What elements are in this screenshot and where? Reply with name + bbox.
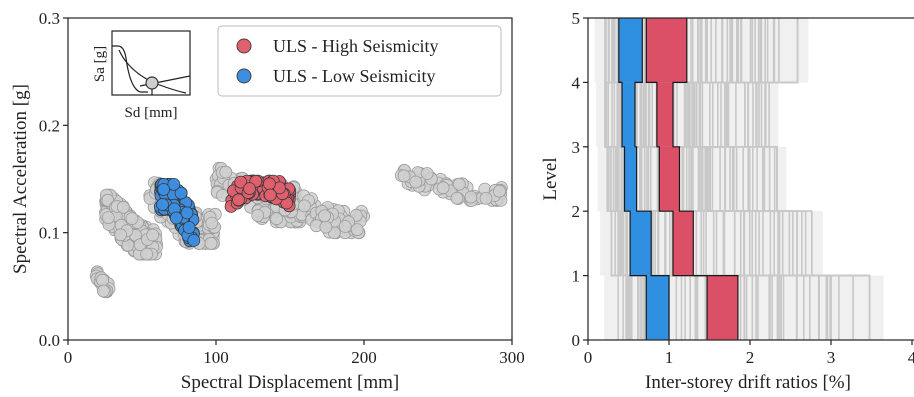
- scatter-point-grey: [96, 273, 109, 287]
- right-x-tick-label: 3: [827, 348, 836, 367]
- inset-capacity-curve: [112, 45, 148, 93]
- low-seismicity-band: [622, 82, 635, 147]
- scatter-point-grey: [125, 212, 139, 226]
- scatter-point-grey: [452, 177, 466, 191]
- left-x-axis-label: Spectral Displacement [mm]: [181, 372, 399, 393]
- legend-box: [217, 25, 502, 97]
- high-seismicity-band: [656, 82, 674, 147]
- low-seismicity-edge: [618, 18, 647, 340]
- scatter-point-high: [262, 177, 276, 191]
- scatter-point-grey: [101, 211, 115, 225]
- scatter-point-low: [182, 221, 196, 234]
- left-x-tick-label: 0: [64, 348, 73, 367]
- grey-drift-profile: [765, 18, 828, 340]
- scatter-point-low: [174, 186, 188, 200]
- inset-y-label: Sa [g]: [92, 46, 108, 82]
- left-y-axis-label: Spectral Acceleration [g]: [10, 84, 31, 274]
- scatter-point-high: [232, 193, 245, 207]
- scatter-point-grey: [318, 209, 332, 223]
- scatter-point-grey: [297, 199, 311, 213]
- right-y-tick-label: 2: [572, 202, 581, 221]
- low-seismicity-band: [630, 211, 652, 276]
- left-x-tick-label: 100: [203, 348, 229, 367]
- scatter-point-grey: [420, 167, 434, 180]
- scatter-point-grey: [319, 220, 333, 234]
- low-seismicity-band: [646, 275, 669, 340]
- left-y-tick-label: 0.0: [39, 331, 60, 350]
- scatter-point-grey: [116, 200, 130, 214]
- inset-x-label: Sd [mm]: [125, 105, 178, 121]
- right-y-tick-label: 0: [572, 331, 581, 350]
- right-plot-area: [594, 18, 884, 340]
- legend-label-low: ULS - Low Seismicity: [273, 66, 436, 86]
- scatter-point-grey: [450, 191, 464, 205]
- left-chart: 0 100 200 300 0.0 0.1 0.2 0.3 Spectral Displace…: [10, 9, 525, 393]
- right-x-axis-label: Inter-storey drift ratios [%]: [645, 372, 851, 393]
- right-x-tick-label: 2: [746, 348, 755, 367]
- right-y-tick-label: 4: [572, 73, 581, 92]
- scatter-point-high: [263, 188, 277, 202]
- high-seismicity-edge: [672, 18, 739, 340]
- right-x-tick-label: 1: [665, 348, 674, 367]
- low-seismicity-band: [618, 18, 643, 83]
- high-seismicity-band: [707, 275, 738, 340]
- left-plot-area: [89, 161, 508, 299]
- scatter-point-grey: [397, 169, 411, 183]
- right-plot-frame: [587, 17, 914, 341]
- scatter-point-low: [157, 183, 171, 196]
- low-seismicity-edge: [634, 18, 670, 340]
- legend-marker-high: [236, 38, 252, 54]
- scatter-point-low: [180, 206, 194, 220]
- right-y-tick-label: 5: [572, 9, 581, 28]
- scatter-point-grey: [338, 220, 352, 233]
- high-seismicity-edge: [645, 18, 708, 340]
- scatter-point-low: [167, 177, 181, 191]
- left-y-tick-label: 0.2: [39, 116, 60, 135]
- left-y-tick-label: 0.1: [39, 224, 60, 243]
- legend-label-high: ULS - High Seismicity: [273, 36, 439, 56]
- scatter-point-grey: [204, 236, 218, 250]
- scatter-point-grey: [205, 216, 219, 230]
- scatter-point-low: [169, 211, 183, 225]
- scatter-point-grey: [479, 191, 493, 205]
- scatter-point-low: [156, 198, 169, 211]
- grey-drift-profile: [610, 18, 623, 340]
- right-x-tick-label: 4: [908, 348, 914, 367]
- scatter-point-grey: [140, 247, 154, 261]
- scatter-point-low: [187, 233, 201, 247]
- right-x-tick-label: 0: [584, 348, 593, 367]
- scatter-point-grey: [219, 165, 233, 179]
- left-ticks: 0 100 200 300 0.0 0.1 0.2 0.3: [39, 9, 525, 367]
- scatter-point-grey: [409, 175, 423, 189]
- scatter-point-grey: [251, 209, 265, 222]
- legend: ULS - High Seismicity ULS - Low Seismici…: [217, 25, 502, 97]
- scatter-point-grey: [350, 223, 364, 237]
- right-y-axis-label: Level: [540, 157, 561, 200]
- scatter-point-grey: [492, 184, 506, 198]
- right-y-tick-label: 1: [572, 267, 581, 286]
- left-plot-frame: [67, 17, 513, 341]
- low-seismicity-band: [624, 146, 637, 212]
- scatter-point-high: [243, 182, 256, 196]
- high-seismicity-band: [673, 211, 694, 276]
- scatter-point-grey: [97, 284, 110, 298]
- left-y-tick-label: 0.3: [39, 9, 60, 28]
- scatter-point-grey: [114, 228, 127, 242]
- high-seismicity-band: [659, 146, 680, 212]
- right-ticks: 0 1 2 3 4 0 1 2 3 4 5: [572, 9, 914, 367]
- scatter-point-grey: [464, 190, 478, 204]
- scatter-point-high: [234, 175, 248, 189]
- scatter-point-grey: [146, 228, 160, 242]
- legend-marker-low: [236, 68, 252, 84]
- left-x-tick-label: 300: [499, 348, 525, 367]
- scatter-point-grey: [436, 181, 450, 195]
- inset-performance-point: [145, 76, 159, 90]
- right-chart: 0 1 2 3 4 0 1 2 3 4 5 Inter-storey drift ratios [%…: [540, 9, 914, 393]
- right-y-tick-label: 3: [572, 138, 581, 157]
- left-x-tick-label: 200: [351, 348, 377, 367]
- high-seismicity-band: [646, 18, 687, 83]
- inset-diagram: Sa [g] Sd [mm]: [92, 30, 191, 121]
